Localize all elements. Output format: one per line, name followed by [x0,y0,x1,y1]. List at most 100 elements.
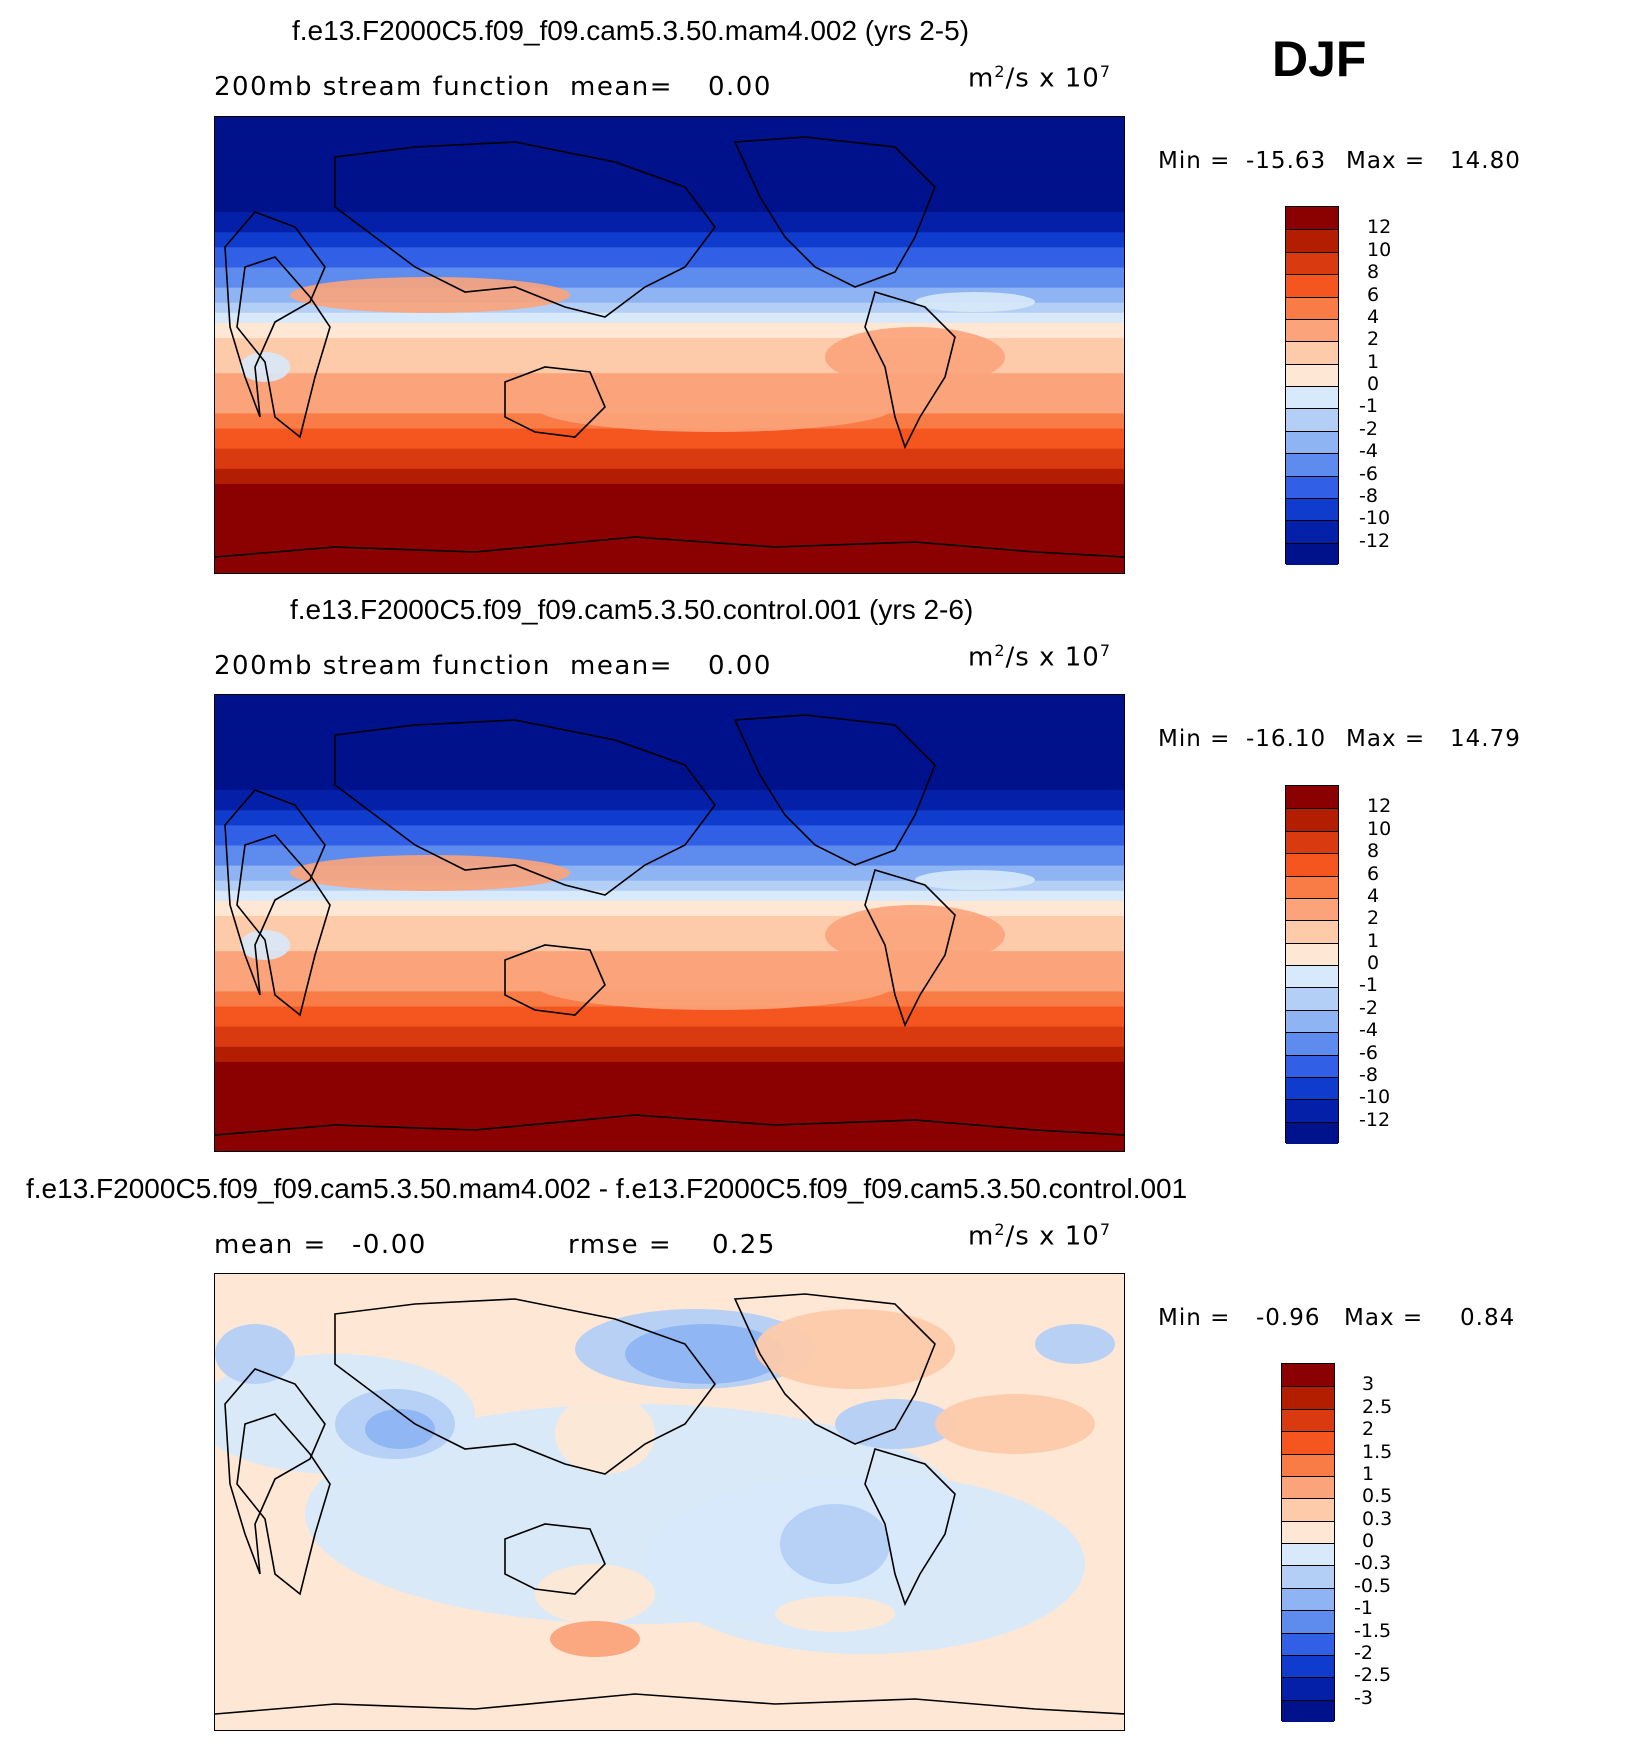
field-band [215,1051,1124,1059]
field-anomaly [310,1599,400,1629]
field-anomaly [775,1596,895,1632]
panel3-field [215,1274,1124,1730]
panel2-min-label: Min = [1158,726,1231,752]
colorbar-segment [1286,1032,1338,1055]
field-band [215,337,1124,345]
colorbar-segment [1286,942,1338,965]
colorbar-tick-label: -12 [1359,529,1391,552]
field-band [215,890,1124,898]
field-band [215,1011,1124,1019]
panel3-map [214,1273,1125,1731]
coastline [733,1293,936,1445]
field-band [215,227,1124,234]
field-band [215,322,1124,330]
colorbar-segment [1286,1054,1338,1077]
field-band [215,433,1124,441]
field-band [215,865,1124,873]
field-band [215,353,1124,360]
coastline [864,291,956,450]
colorbar-segment [1286,207,1338,230]
field-band [215,473,1124,481]
field-band [215,695,1124,702]
coastline [504,1523,606,1595]
field-band [215,181,1124,189]
colorbar-tick-label: 2 [1362,1418,1375,1441]
colorbar-segment [1286,965,1338,988]
field-band [215,795,1124,802]
field-band [215,1097,1124,1104]
colorbar-tick-label: 10 [1367,238,1392,261]
field-band [215,951,1124,958]
colorbar-segment [1282,1699,1334,1722]
field-band [215,458,1124,466]
field-band [215,1031,1124,1039]
field-anomaly [935,1394,1095,1454]
field-band [215,1092,1124,1099]
panel3-mean-label: mean = [214,1230,327,1260]
field-band [215,493,1124,501]
field-band [215,342,1124,350]
colorbar-tick-label: 2 [1367,328,1380,351]
colorbar-segment [1286,808,1338,831]
field-band [215,176,1124,184]
colorbar-tick-label: -2 [1359,417,1378,440]
field-band [215,860,1124,868]
field-band [215,519,1124,526]
field-band [215,121,1124,129]
field-band [215,478,1124,486]
field-band [215,820,1124,827]
colorbar-tick-label: -0.3 [1354,1552,1392,1575]
field-band [215,719,1124,727]
colorbar-tick-label: -1 [1359,974,1378,997]
field-band [215,569,1124,573]
field-band [215,810,1124,817]
panel2-map [214,694,1125,1152]
field-band [215,905,1124,913]
field-band [215,514,1124,521]
colorbar-segment [1286,920,1338,943]
colorbar-segment [1286,830,1338,854]
field-anomaly [290,277,570,313]
field-band [215,915,1124,923]
field-band [215,191,1124,199]
field-band [215,744,1124,752]
panel2-mean-label: mean= [570,651,674,681]
field-anomaly [780,1504,890,1584]
field-band [215,1066,1124,1074]
colorbar-segment [1286,475,1338,498]
panel1-variable: 200mb stream function [214,72,551,102]
colorbar-segment [1282,1587,1334,1611]
field-band [215,855,1124,863]
field-band [215,332,1124,340]
field-anomaly [535,382,895,432]
field-band [215,438,1124,446]
colorbar-segment [1282,1386,1334,1409]
panel3-units: m2/s x 107 [968,1220,1112,1252]
colorbar-tick-label: -3 [1354,1686,1373,1709]
field-band [215,529,1124,536]
panel1-title: f.e13.F2000C5.f09_f09.cam5.3.50.mam4.002… [292,15,970,46]
field-band [215,1107,1124,1114]
colorbar-tick-label: 0.3 [1362,1507,1393,1530]
field-band [215,800,1124,807]
field-band [215,830,1124,837]
colorbar-tick-label: 4 [1367,884,1380,907]
field-anomaly [625,1324,785,1384]
field-band [215,785,1124,792]
field-anomaly [550,1621,640,1657]
field-band [215,1082,1124,1089]
field-anomaly [215,1274,425,1314]
field-band [215,1036,1124,1044]
colorbar-segment [1286,363,1338,386]
coastline [733,714,936,866]
panel2-max-label: Max = [1346,726,1426,752]
field-band [215,166,1124,174]
field-band [215,131,1124,139]
field-band [215,171,1124,179]
field-band [215,1112,1124,1119]
field-band [215,1016,1124,1024]
colorbar-tick-label: 10 [1367,817,1392,840]
colorbar-segment [1286,786,1338,809]
colorbar-segment [1282,1543,1334,1566]
field-band [215,277,1124,285]
